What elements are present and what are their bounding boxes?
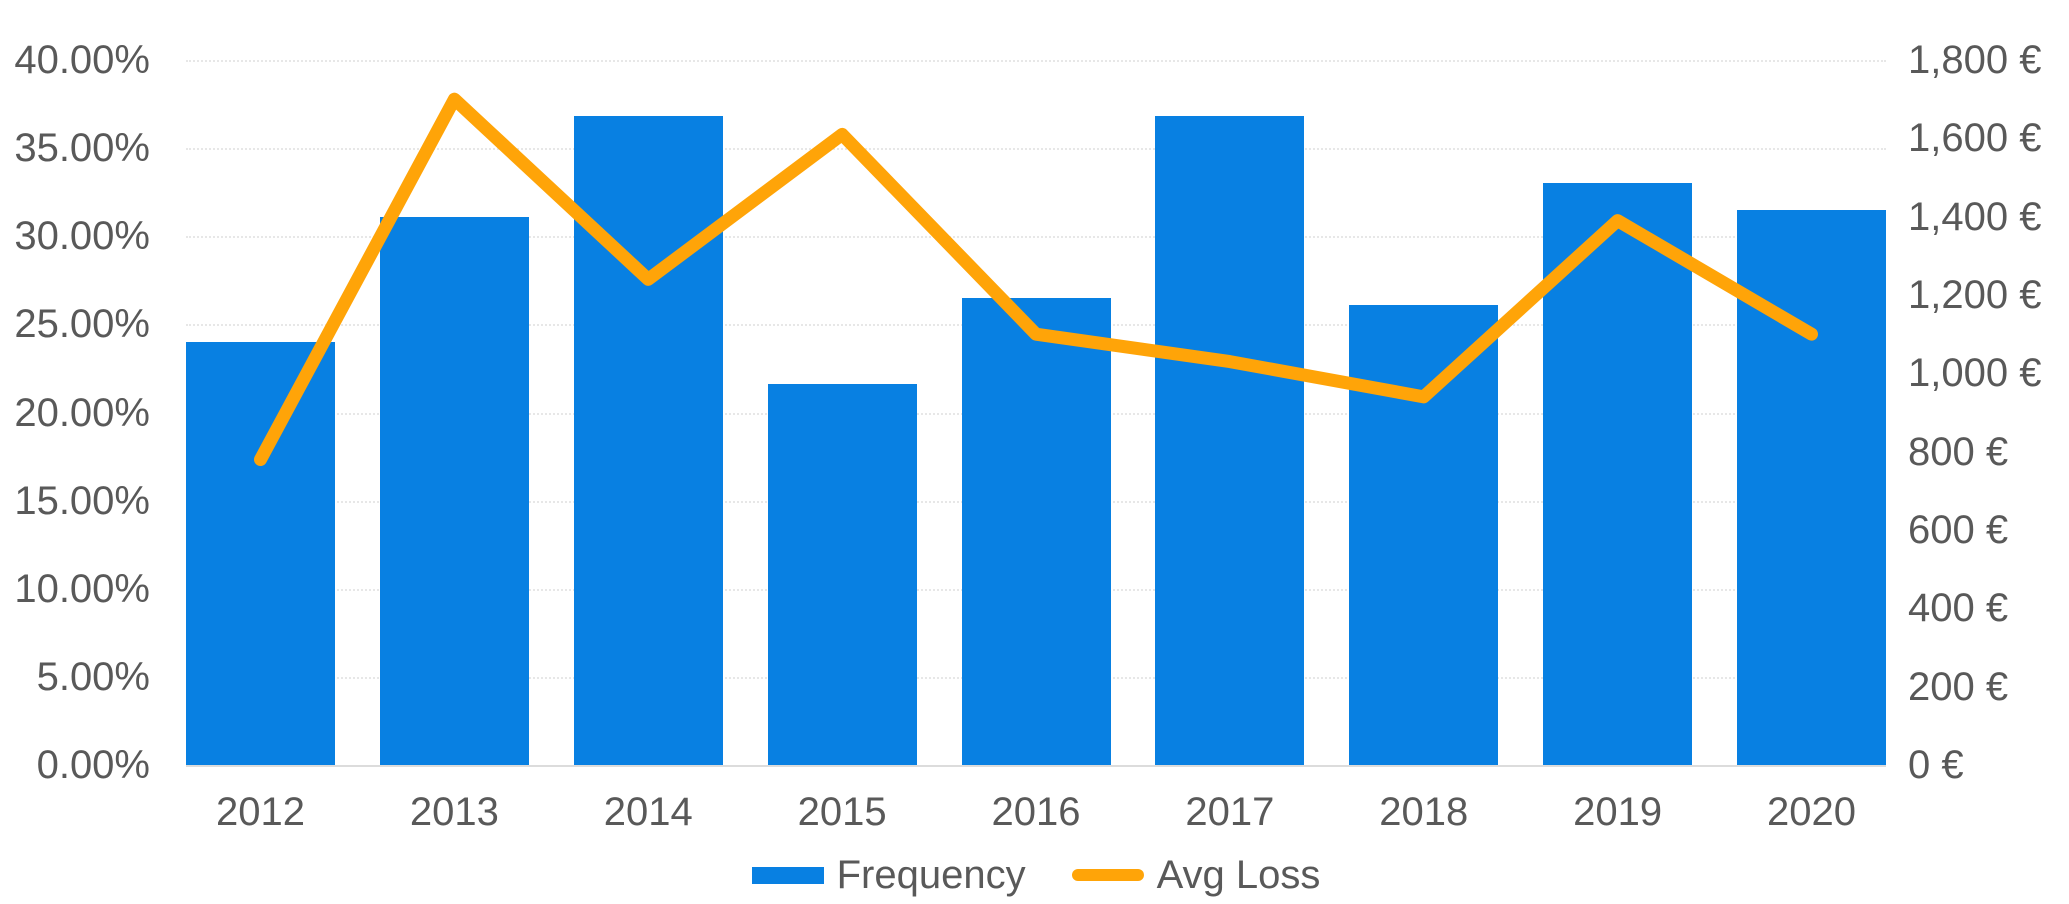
legend-label: Avg Loss [1156, 853, 1321, 897]
x-axis-label: 2012 [216, 790, 305, 834]
right-axis-tick-label: 1,000 € [1908, 351, 2042, 396]
left-axis-tick-label: 5.00% [36, 654, 150, 699]
x-axis-label: 2017 [1185, 790, 1275, 834]
avg-loss-swatch-icon [1071, 869, 1144, 881]
frequency-swatch-icon [751, 866, 824, 884]
x-axis-label: 2018 [1379, 790, 1469, 834]
left-axis-tick-label: 20.00% [14, 390, 150, 435]
legend-label: Frequency [836, 853, 1026, 897]
right-axis-tick-label: 1,800 € [1908, 38, 2042, 82]
bar-2012[interactable] [186, 342, 335, 765]
bar-2013[interactable] [379, 216, 529, 765]
left-axis-tick-label: 30.00% [14, 214, 150, 259]
bar-2014[interactable] [573, 116, 723, 765]
bar-2015[interactable] [767, 384, 917, 765]
gridline [186, 60, 1886, 62]
bar-2016[interactable] [961, 297, 1111, 765]
bar-2020[interactable] [1737, 209, 1886, 765]
right-axis-tick-label: 600 € [1908, 508, 2009, 552]
bar-2019[interactable] [1543, 183, 1693, 765]
x-axis-label: 2015 [797, 790, 887, 834]
x-axis-label: 2020 [1767, 790, 1856, 834]
left-axis-tick-label: 25.00% [14, 302, 150, 347]
x-axis-line [186, 765, 1886, 767]
right-axis-tick-label: 1,200 € [1908, 273, 2042, 317]
left-axis-tick-label: 0.00% [36, 743, 150, 787]
right-axis-tick-label: 400 € [1908, 586, 2009, 631]
left-axis-tick-label: 10.00% [14, 566, 150, 611]
left-axis-tick-label: 35.00% [14, 126, 150, 171]
right-axis-tick-label: 1,400 € [1908, 194, 2042, 239]
right-axis-tick-label: 800 € [1908, 429, 2009, 474]
left-axis-tick-label: 40.00% [14, 38, 150, 82]
bar-2018[interactable] [1349, 304, 1499, 765]
x-axis-label: 2016 [991, 790, 1081, 834]
x-axis-label: 2013 [409, 790, 499, 834]
legend-item-frequency[interactable]: Frequency [751, 851, 1026, 899]
x-axis-label: 2019 [1573, 790, 1663, 834]
bar-2017[interactable] [1155, 116, 1305, 765]
right-axis-tick-label: 0 € [1908, 743, 1964, 787]
legend-item-avg-loss[interactable]: Avg Loss [1071, 851, 1321, 899]
legend: Frequency Avg Loss [186, 850, 1886, 900]
right-axis-tick-label: 200 € [1908, 664, 2009, 709]
right-axis-tick-label: 1,600 € [1908, 116, 2042, 161]
x-axis-label: 2014 [603, 790, 693, 834]
left-axis-tick-label: 15.00% [14, 478, 150, 523]
gridline [186, 148, 1886, 151]
